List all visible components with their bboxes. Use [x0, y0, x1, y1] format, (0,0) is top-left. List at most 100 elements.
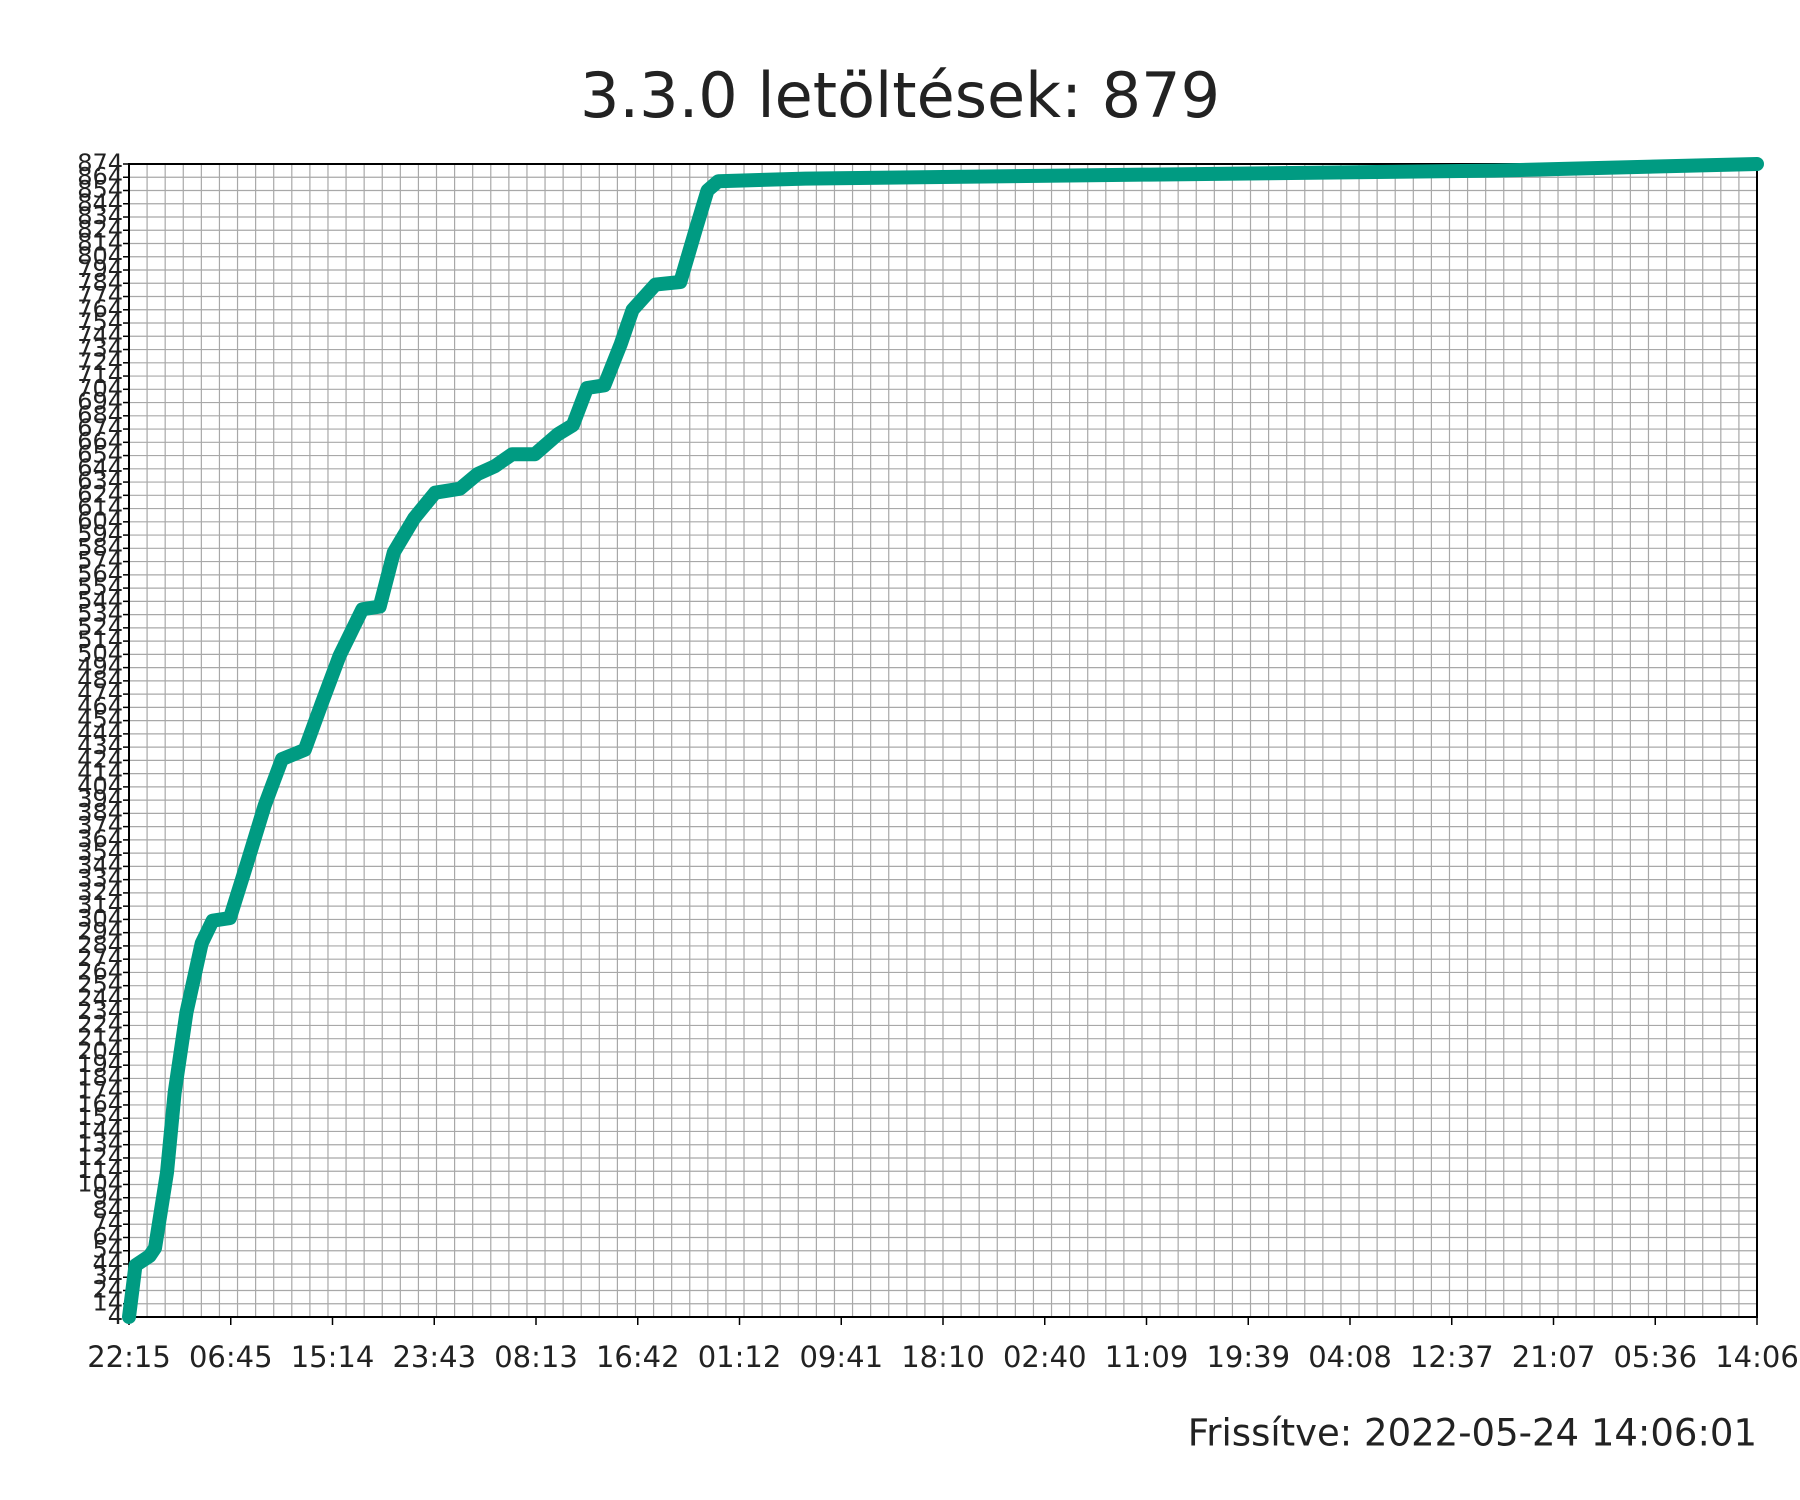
x-tick-label: 04:08 [1308, 1340, 1392, 1374]
y-tick-label: 684 [77, 401, 123, 429]
y-tick-label: 434 [77, 732, 123, 760]
x-tick-label: 12:37 [1410, 1340, 1494, 1374]
y-tick-label: 774 [77, 282, 123, 310]
y-tick-label: 204 [77, 1037, 123, 1065]
y-tick-label: 384 [77, 798, 123, 826]
y-tick-label: 574 [77, 547, 123, 575]
y-tick-label: 594 [77, 520, 123, 548]
y-tick-label: 674 [77, 414, 123, 442]
x-tick-label: 18:10 [901, 1340, 985, 1374]
y-tick-label: 824 [77, 215, 123, 243]
x-tick-label: 15:14 [291, 1340, 375, 1374]
y-tick-label: 544 [77, 586, 123, 614]
y-tick-label: 54 [92, 1236, 123, 1264]
y-tick-label: 184 [77, 1063, 123, 1091]
y-tick-label: 424 [77, 745, 123, 773]
y-tick-label: 144 [77, 1116, 123, 1144]
y-tick-label: 854 [77, 176, 123, 204]
y-tick-label: 374 [77, 812, 123, 840]
y-tick-label: 364 [77, 825, 123, 853]
y-tick-label: 284 [77, 931, 123, 959]
y-tick-label: 654 [77, 441, 123, 469]
y-tick-label: 124 [77, 1143, 123, 1171]
x-tick-label: 22:15 [87, 1340, 171, 1374]
y-tick-label: 104 [77, 1169, 123, 1197]
y-tick-label: 714 [77, 361, 123, 389]
x-tick-label: 23:43 [392, 1340, 476, 1374]
y-tick-label: 234 [77, 997, 123, 1025]
x-tick-label: 09:41 [799, 1340, 883, 1374]
y-tick-label: 464 [77, 692, 123, 720]
y-tick-label: 354 [77, 838, 123, 866]
y-tick-label: 414 [77, 759, 123, 787]
y-tick-label: 864 [77, 162, 123, 190]
y-tick-label: 454 [77, 706, 123, 734]
y-tick-label: 494 [77, 653, 123, 681]
y-tick-label: 304 [77, 904, 123, 932]
y-tick-label: 154 [77, 1103, 123, 1131]
y-tick-label: 704 [77, 374, 123, 402]
x-tick-label: 01:12 [698, 1340, 782, 1374]
data-line [122, 157, 1764, 1324]
y-tick-label: 724 [77, 348, 123, 376]
y-tick-label: 524 [77, 613, 123, 641]
y-tick-label: 474 [77, 679, 123, 707]
y-tick-label: 64 [92, 1222, 123, 1250]
y-tick-label: 114 [77, 1156, 123, 1184]
y-tick-label: 624 [77, 480, 123, 508]
y-tick-label: 264 [77, 957, 123, 985]
x-tick-label: 19:39 [1206, 1340, 1290, 1374]
y-tick-label: 44 [92, 1249, 123, 1277]
y-tick-label: 584 [77, 533, 123, 561]
x-tick-label: 21:07 [1512, 1340, 1596, 1374]
y-tick-label: 274 [77, 944, 123, 972]
x-tick-label: 11:09 [1105, 1340, 1189, 1374]
y-tick-label: 784 [77, 268, 123, 296]
y-tick-label: 814 [77, 229, 123, 257]
y-tick-label: 834 [77, 202, 123, 230]
y-tick-label: 174 [77, 1077, 123, 1105]
y-tick-label: 484 [77, 666, 123, 694]
y-tick-label: 224 [77, 1010, 123, 1038]
y-tick-label: 244 [77, 984, 123, 1012]
y-tick-label: 734 [77, 335, 123, 363]
y-tick-label: 84 [92, 1196, 123, 1224]
y-tick-label: 94 [92, 1183, 123, 1211]
x-tick-label: 16:42 [596, 1340, 680, 1374]
y-tick-label: 604 [77, 507, 123, 535]
x-tick-label: 02:40 [1003, 1340, 1087, 1374]
y-tick-label: 394 [77, 785, 123, 813]
y-tick-label: 344 [77, 851, 123, 879]
y-tick-label: 664 [77, 427, 123, 455]
y-tick-label: 874 [77, 149, 123, 177]
footer: Frissítve: 2022-05-24 14:06:01 [1188, 1412, 1757, 1455]
y-tick-label: 614 [77, 494, 123, 522]
y-tick-label: 324 [77, 878, 123, 906]
chart-title: 3.3.0 letöltések: 879 [580, 59, 1220, 132]
y-tick-label: 334 [77, 865, 123, 893]
x-tick-label: 06:45 [189, 1340, 273, 1374]
y-tick-label: 754 [77, 308, 123, 336]
y-tick-label: 764 [77, 295, 123, 323]
y-tick-label: 34 [92, 1262, 123, 1290]
y-tick-label: 4 [108, 1302, 123, 1330]
y-tick-label: 514 [77, 626, 123, 654]
y-tick-label: 194 [77, 1050, 123, 1078]
x-tick-label: 05:36 [1613, 1340, 1697, 1374]
y-tick-label: 794 [77, 255, 123, 283]
y-tick-label: 804 [77, 242, 123, 270]
y-tick-label: 694 [77, 388, 123, 416]
y-tick-label: 24 [92, 1275, 123, 1303]
y-tick-label: 134 [77, 1130, 123, 1158]
y-tick-label: 314 [77, 891, 123, 919]
y-tick-label: 14 [92, 1289, 123, 1317]
plot-frame [128, 163, 1758, 1318]
y-tick-label: 444 [77, 719, 123, 747]
y-tick-label: 74 [92, 1209, 123, 1237]
y-tick-label: 254 [77, 971, 123, 999]
y-tick-label: 634 [77, 467, 123, 495]
y-tick-label: 294 [77, 918, 123, 946]
y-tick-label: 564 [77, 560, 123, 588]
y-tick-label: 554 [77, 573, 123, 601]
y-tick-label: 534 [77, 600, 123, 628]
